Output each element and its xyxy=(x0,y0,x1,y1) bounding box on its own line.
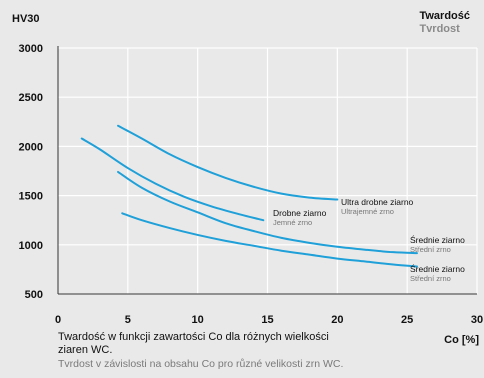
series-label-secondary: Střední zrno xyxy=(410,245,451,254)
series-label: Średnie ziarno xyxy=(410,263,465,274)
fine-grain-line xyxy=(80,137,265,222)
x-tick-label: 5 xyxy=(125,314,131,326)
y-tick-label: 1000 xyxy=(19,240,43,252)
medium-grain-line-lower xyxy=(121,212,418,268)
caption-secondary: Tvrdost v závislosti na obsahu Co pro rů… xyxy=(58,358,344,370)
y-tick-label: 500 xyxy=(25,289,43,301)
series-label-secondary: Střední zrno xyxy=(410,274,451,283)
x-tick-label: 20 xyxy=(331,314,343,326)
x-axis-label: Co [%] xyxy=(444,334,479,346)
series-label-secondary: Jemné zrno xyxy=(273,218,312,227)
y-tick-label: 2000 xyxy=(19,141,43,153)
y-axis-label: HV30 xyxy=(12,13,40,25)
legend-title-secondary: Tvrdost xyxy=(419,23,460,35)
x-tick-label: 15 xyxy=(261,314,273,326)
y-tick-label: 2500 xyxy=(19,92,43,104)
medium-grain-line-upper xyxy=(117,170,418,255)
caption-primary: Twardość w funkcji zawartości Co dla róż… xyxy=(58,331,329,356)
x-tick-label: 25 xyxy=(401,314,413,326)
x-tick-label: 10 xyxy=(192,314,204,326)
series-label-secondary: Ultrajemné zrno xyxy=(341,207,394,216)
chart-caption: Twardość w funkcji zawartości Co dla róż… xyxy=(58,331,458,371)
x-tick-label: 0 xyxy=(55,314,61,326)
series-label: Ultra drobne ziarno xyxy=(341,197,414,207)
x-tick-label: 30 xyxy=(471,314,483,326)
y-tick-label: 1500 xyxy=(19,191,43,203)
legend-title-primary: Twardość xyxy=(419,10,470,22)
series-label: Średnie ziarno xyxy=(410,234,465,245)
series-label: Drobne ziarno xyxy=(273,208,327,218)
y-tick-label: 3000 xyxy=(19,43,43,55)
chart-legend-title: Twardość Tvrdost xyxy=(419,10,470,36)
ultra-fine-grain-line xyxy=(117,124,339,201)
